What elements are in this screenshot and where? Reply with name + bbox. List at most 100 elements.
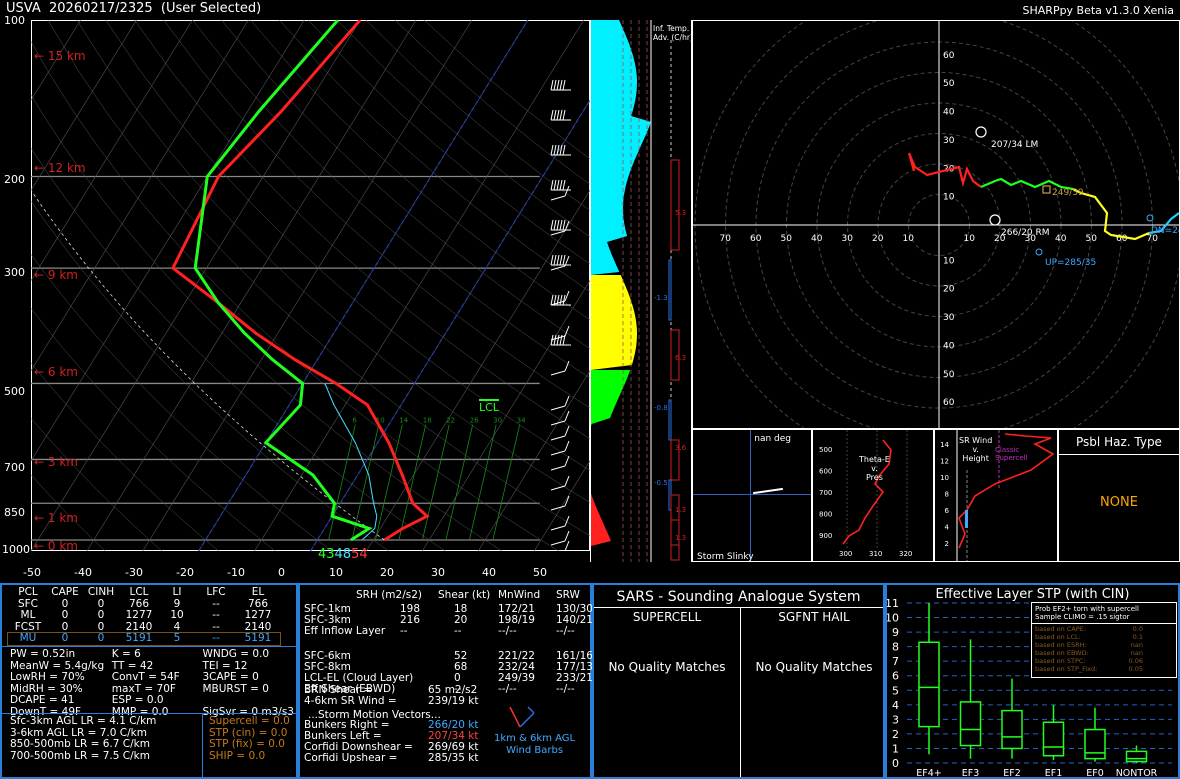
srwind-y-label: 12 xyxy=(940,458,949,466)
wind-barb-flag xyxy=(564,540,570,551)
wind-barb-feather xyxy=(553,219,557,231)
cell: 1277 xyxy=(244,609,272,621)
barb-label-2: Wind Barbs xyxy=(506,745,564,756)
wind-barb-icon xyxy=(509,706,535,728)
stp-category-label: NONTOR xyxy=(1116,768,1158,777)
inset-profile-column: 5.3 -1.3 6.3 -0.8 3.6 -0.5 1.3 1.3 Inf. Temp. Ad… xyxy=(590,20,693,562)
parcel-row-mu[interactable]: MU 0 0 5191 5 -- 5191 xyxy=(7,632,281,646)
slinky-h-axis xyxy=(693,494,811,495)
srwind-height: Height xyxy=(962,454,989,463)
col-li: LI xyxy=(172,586,182,598)
dry-adiabat xyxy=(31,307,276,551)
parcel-row-sfc[interactable]: SFC 0 0 766 9 -- 766 xyxy=(8,598,280,611)
isotherm xyxy=(142,20,473,551)
temp-adv-value: -0.5 xyxy=(654,479,668,487)
wind-barb-flag xyxy=(564,440,570,452)
psbl-divider xyxy=(1059,454,1179,455)
hodo-ring-label: 70 xyxy=(720,234,732,244)
srwind-y-label: 6 xyxy=(945,507,950,515)
storm-slinky-panel: nan deg Storm Slinky xyxy=(692,429,812,562)
mixing-ratio-label: 14 xyxy=(399,417,408,425)
kinematics-cell: -- xyxy=(454,625,462,637)
wind-barb-feather xyxy=(559,254,563,266)
stp-y-label: 2 xyxy=(892,728,899,741)
wind-barb xyxy=(550,450,566,456)
wind-barb-flag xyxy=(564,290,570,302)
inset-fill xyxy=(591,370,631,463)
hodo-ring-label: 50 xyxy=(781,234,793,244)
wind-barb-feather xyxy=(556,334,560,346)
pressure-label-100: 100 xyxy=(4,14,25,27)
isotherm xyxy=(86,20,417,551)
parcel-row-ml[interactable]: ML 0 0 1277 10 -- 1277 xyxy=(8,609,280,622)
kinematics-cell: -- xyxy=(400,625,408,637)
kinematics-cell: --/-- xyxy=(498,683,517,695)
stp-legend-rows: based on CAPE: 0.0 based on LCL: 0.1 based o… xyxy=(1032,624,1176,674)
idx-row: PW = 0.52in K = 6 WNDG = 0.0 xyxy=(8,648,296,661)
stp-legend-value: 0.05 xyxy=(1128,665,1143,673)
stp-legend-key: based on LCL: xyxy=(1035,633,1081,641)
idx-row: DownT = 49F MMP = 0.0 SigSvr = 0 m3/s3 xyxy=(8,705,296,719)
stp-y-label: 3 xyxy=(892,713,899,726)
thetae-y-label: 900 xyxy=(819,532,832,540)
wind-barb-feather xyxy=(562,144,566,156)
vec-value-cd: 269/69 kt xyxy=(428,741,479,753)
stp-y-label: 10 xyxy=(887,612,899,625)
skewt-plot[interactable]: 6 10 14 18 22 26 30 34 xyxy=(31,20,590,551)
srwind-panel: 14 12 10 8 6 4 2 SR Wind v. Height Classic Superc… xyxy=(934,429,1058,562)
hodograph-panel[interactable]: 10 10 10 10 20 20 20 20 30 30 30 30 40 40 40 40 50 50 50 50… xyxy=(692,20,1180,429)
wind-barb-feather xyxy=(550,144,554,156)
temp-adv-bar xyxy=(670,439,680,481)
stp-y-label: 4 xyxy=(892,699,899,712)
wind-barb-feather xyxy=(559,144,563,156)
hodo-ring-label: 60 xyxy=(943,398,955,408)
inset-title: Inf. Temp. Adv. (C/hr) xyxy=(653,24,693,42)
wind-barb xyxy=(550,265,566,271)
pressure-label-300: 300 xyxy=(4,266,25,279)
wind-barb xyxy=(550,420,566,426)
thetae-label: Theta-E xyxy=(859,455,890,464)
stp-y-label: 7 xyxy=(892,655,899,668)
temperature-axis: -50 -40 -30 -20 -10 0 10 20 30 40 50 xyxy=(0,567,590,581)
parcel-row-fcst[interactable]: FCST 0 0 2140 4 -- 2140 xyxy=(8,621,280,634)
stp-legend-value: 0.06 xyxy=(1128,657,1143,665)
hodo-ring-label: 50 xyxy=(943,370,955,380)
vec-value-cu: 285/35 kt xyxy=(428,752,479,764)
station-id: USVA xyxy=(6,1,41,16)
kinematics-panel: SRH (m2/s2) Shear (kt) MnWind SRW SFC-1k… xyxy=(298,583,593,779)
stp-box-ef1 xyxy=(1042,704,1065,761)
cell: 5191 xyxy=(125,632,153,644)
wind-barb-feather xyxy=(556,144,560,156)
isotherm xyxy=(31,20,81,101)
possible-hazard-panel: Psbl Haz. Type NONE xyxy=(1058,429,1180,562)
col-cinh: CINH xyxy=(87,586,115,598)
stp-y-label: 1 xyxy=(892,742,899,755)
dry-adiabat xyxy=(31,94,503,551)
wind-barb-feather xyxy=(550,219,554,231)
vec-label-cu: Corfidi Upshear = xyxy=(304,752,398,764)
vec-label-cd: Corfidi Downshear = xyxy=(304,741,413,753)
stp-legend-row: based on STPC: 0.06 xyxy=(1035,657,1173,665)
cell: 0 xyxy=(61,632,69,644)
temp-adv-value: 1.3 xyxy=(675,534,686,542)
composite-stp-fix: STP (fix) = 0.0 xyxy=(209,738,285,750)
idx: MMP = 0.0 xyxy=(111,705,169,718)
inset-sub: Adv. (C/hr) xyxy=(653,33,693,42)
hodo-up-marker xyxy=(1035,248,1043,256)
wind-barb-feather xyxy=(559,219,563,231)
kinematics-cell: Eff Shear (EBWD) xyxy=(304,683,396,695)
dry-adiabat xyxy=(337,20,590,238)
sars-hail-title: SGFNT HAIL xyxy=(778,610,850,624)
wind-barb-feather xyxy=(553,334,557,346)
wind-barb xyxy=(550,465,566,471)
hodograph-plot[interactable]: 1010101020202020303030304040404050505050… xyxy=(693,21,1179,428)
surface-values: 434854 xyxy=(318,548,368,561)
wind-barb-flag xyxy=(564,495,570,507)
stp-box xyxy=(1042,721,1065,757)
srwind-classic: Classic Supercell xyxy=(995,446,1027,462)
header-station-line: USVA 20260217/2325 (User Selected) xyxy=(6,1,261,16)
stp-category-label: EF4+ xyxy=(916,768,941,777)
temp-adv-value: 1.3 xyxy=(675,506,686,514)
skewt-panel[interactable]: 6 10 14 18 22 26 30 34 xyxy=(31,20,590,551)
cell: -- xyxy=(212,632,220,644)
